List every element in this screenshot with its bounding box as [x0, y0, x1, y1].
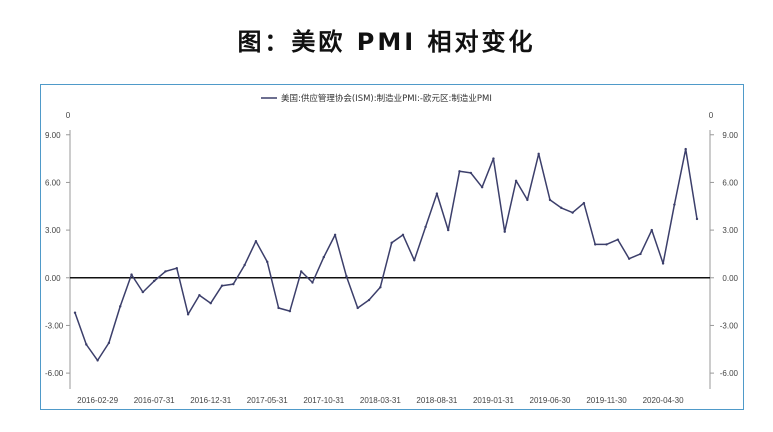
x-tick-label: 2017-10-31 — [303, 396, 344, 405]
data-point — [514, 179, 518, 183]
data-point — [164, 270, 167, 273]
y-tick-label-left: 9.00 — [45, 131, 61, 140]
data-point — [73, 311, 77, 314]
y-tick-label-right: 3.00 — [722, 226, 738, 235]
data-point — [96, 359, 99, 362]
data-point — [413, 259, 416, 262]
data-point — [639, 252, 642, 256]
x-tick-label: 2019-06-30 — [530, 396, 571, 405]
page-title: 图：美欧 PMI 相对变化 — [237, 28, 536, 56]
data-point — [175, 267, 178, 270]
data-point — [447, 228, 450, 232]
data-point — [107, 341, 111, 345]
y-tick-label-right: 6.00 — [722, 178, 738, 187]
y-tick-label-left: 6.00 — [45, 178, 61, 187]
data-point — [582, 201, 586, 205]
data-point — [333, 233, 337, 237]
data-point — [673, 203, 676, 206]
data-point — [503, 230, 506, 233]
x-tick-label: 2019-11-30 — [586, 396, 627, 405]
data-points — [73, 147, 699, 362]
data-point — [537, 152, 540, 156]
data-point — [661, 262, 665, 265]
y-tick-label-right: -6.00 — [720, 369, 739, 378]
y-tick-label-right: 9.00 — [722, 131, 738, 140]
x-tick-label: 2018-08-31 — [416, 396, 457, 405]
data-point — [356, 306, 359, 310]
data-point — [627, 257, 631, 260]
data-point — [379, 286, 382, 289]
legend-label: 美国:供应管理协会(ISM):制造业PMI:-欧元区:制造业PMI — [281, 93, 492, 104]
y-tick-label-right: 0.00 — [722, 274, 738, 283]
data-point — [345, 274, 348, 278]
data-point — [220, 284, 224, 287]
data-point — [560, 206, 563, 210]
x-tick-label: 2019-01-31 — [473, 396, 514, 405]
data-point — [594, 243, 597, 246]
x-tick-label: 2016-02-29 — [77, 396, 118, 405]
x-tick-label: 2017-05-31 — [247, 396, 288, 405]
data-point — [616, 238, 620, 241]
x-tick-label: 2020-04-30 — [643, 396, 684, 405]
data-point — [311, 281, 314, 284]
data-point — [390, 241, 393, 245]
data-point — [548, 198, 552, 202]
data-point — [299, 270, 303, 273]
y-tick-label-left: -6.00 — [45, 369, 64, 378]
series-line — [74, 148, 698, 362]
data-point — [480, 186, 484, 189]
y-axis-ticks: 9.00 9.00 6.00 6.00 3.00 3.00 0.00 0.00 -3.00 -3.… — [45, 131, 739, 378]
data-point — [243, 263, 246, 267]
data-point — [141, 290, 145, 294]
data-point — [367, 298, 371, 302]
x-tick-label: 2018-03-31 — [360, 396, 401, 405]
y-tick-label-right: -3.00 — [720, 321, 739, 330]
left-axis-label: 0 — [66, 111, 71, 120]
y-tick-label-left: 0.00 — [45, 274, 61, 283]
chart-frame: 美国:供应管理协会(ISM):制造业PMI:-欧元区:制造业PMI 0 0 9.… — [40, 84, 744, 410]
data-point — [277, 306, 280, 310]
data-point — [288, 309, 292, 313]
data-point — [266, 260, 269, 264]
data-point — [254, 240, 258, 243]
y-tick-label-left: 3.00 — [45, 226, 61, 235]
x-tick-label: 2016-12-31 — [190, 396, 231, 405]
data-point — [198, 294, 201, 297]
data-point — [85, 343, 88, 346]
line-chart: 美国:供应管理协会(ISM):制造业PMI:-欧元区:制造业PMI 0 0 9.… — [45, 93, 739, 405]
x-axis-ticks: 2016-02-29 2016-07-31 2016-12-31 2017-05-31… — [77, 396, 684, 405]
data-point — [492, 157, 495, 160]
data-point — [695, 217, 699, 221]
right-axis-label: 0 — [709, 111, 714, 120]
data-point — [684, 147, 687, 151]
data-point — [571, 211, 574, 214]
data-point — [232, 282, 235, 286]
data-point — [458, 170, 461, 173]
x-tick-label: 2016-07-31 — [134, 396, 175, 405]
data-point — [424, 225, 427, 229]
data-point — [435, 192, 439, 195]
data-point — [130, 273, 133, 276]
data-point — [152, 279, 156, 283]
data-point — [322, 255, 325, 259]
data-point — [209, 301, 212, 305]
data-point — [401, 233, 405, 237]
data-point — [526, 198, 529, 202]
data-point — [186, 313, 190, 316]
data-point — [650, 228, 653, 232]
y-tick-label-left: -3.00 — [45, 321, 64, 330]
data-point — [469, 171, 473, 175]
data-point — [605, 243, 608, 246]
data-point — [119, 305, 122, 308]
legend: 美国:供应管理协会(ISM):制造业PMI:-欧元区:制造业PMI — [261, 93, 492, 104]
